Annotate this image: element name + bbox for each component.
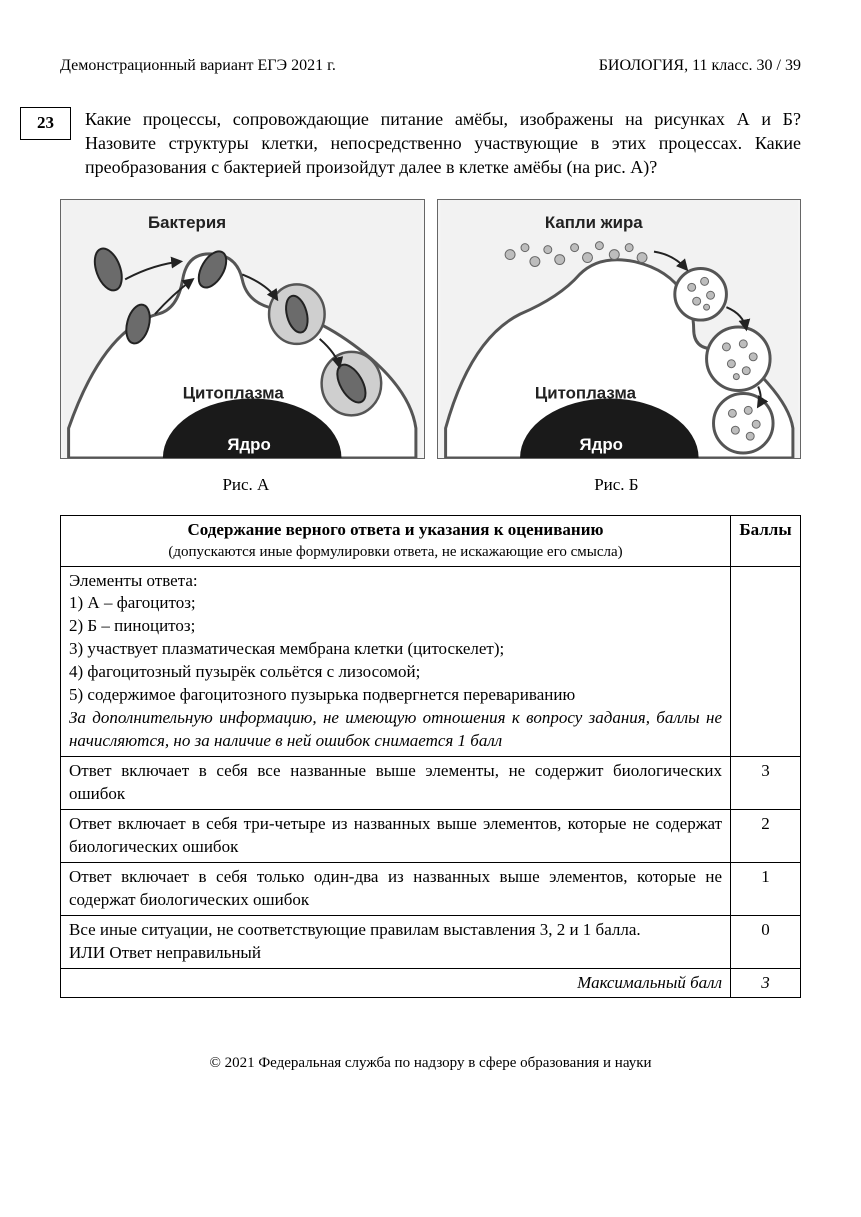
rubric-max-label: Максимальный балл xyxy=(61,968,731,998)
caption-a: Рис. А xyxy=(222,474,269,497)
rubric-row-3-text: Все иные ситуации, не соответствующие пр… xyxy=(61,915,731,968)
answer-item-2: 2) Б – пиноцитоз; xyxy=(69,615,722,638)
rubric-table: Содержание верного ответа и указания к о… xyxy=(60,515,801,998)
figure-captions: Рис. А Рис. Б xyxy=(60,474,801,497)
figure-a-svg: Ядро Цитоплазма Бактерия xyxy=(60,199,425,459)
rubric-row-1-text: Ответ включает в себя три-четыре из назв… xyxy=(61,809,731,862)
page-footer: © 2021 Федеральная служба по надзору в с… xyxy=(60,1053,801,1073)
answer-item-5: 5) содержимое фагоцитозного пузырька под… xyxy=(69,684,722,707)
rubric-row-0-score: 3 xyxy=(731,757,801,810)
caption-b: Рис. Б xyxy=(594,474,638,497)
rubric-row-2-score: 1 xyxy=(731,862,801,915)
question-text: Какие процессы, сопровождающие питание а… xyxy=(85,107,801,180)
page-header: Демонстрационный вариант ЕГЭ 2021 г. БИО… xyxy=(60,55,801,77)
rubric-row-0-text: Ответ включает в себя все названные выше… xyxy=(61,757,731,810)
figure-a: Ядро Цитоплазма Бактерия xyxy=(60,199,425,466)
answer-item-1: 1) А – фагоцитоз; xyxy=(69,592,722,615)
header-right: БИОЛОГИЯ, 11 класс. 30 / 39 xyxy=(599,55,801,77)
rubric-header-sub: (допускаются иные формулировки ответа, н… xyxy=(69,542,722,562)
rubric-row-2-text: Ответ включает в себя только один-два из… xyxy=(61,862,731,915)
rubric-row-1-score: 2 xyxy=(731,809,801,862)
rubric-answer-score xyxy=(731,566,801,757)
rubric-answer-cell: Элементы ответа: 1) А – фагоцитоз; 2) Б … xyxy=(61,566,731,757)
header-left: Демонстрационный вариант ЕГЭ 2021 г. xyxy=(60,55,336,77)
figure-b-svg: Ядро Цитоплазма Капли жира xyxy=(437,199,802,459)
fig-a-bacteria-label: Бактерия xyxy=(148,213,226,232)
fig-a-cytoplasm-label: Цитоплазма xyxy=(183,384,285,403)
answer-note: За дополнительную информацию, не имеющую… xyxy=(69,707,722,753)
fig-b-fat-label: Капли жира xyxy=(544,213,642,232)
figures-container: Ядро Цитоплазма Бактерия xyxy=(60,199,801,466)
rubric-max-score: 3 xyxy=(731,968,801,998)
question-block: 23 Какие процессы, сопровождающие питани… xyxy=(60,107,801,180)
rubric-score-header: Баллы xyxy=(731,516,801,566)
rubric-row-3-score: 0 xyxy=(731,915,801,968)
rubric-header-cell: Содержание верного ответа и указания к о… xyxy=(61,516,731,566)
fig-b-cytoplasm-label: Цитоплазма xyxy=(534,384,636,403)
rubric-header-title: Содержание верного ответа и указания к о… xyxy=(69,519,722,542)
answer-item-3: 3) участвует плазматическая мембрана кле… xyxy=(69,638,722,661)
figure-b: Ядро Цитоплазма Капли жира xyxy=(437,199,802,466)
fig-b-nucleus-label: Ядро xyxy=(579,436,622,455)
answer-intro: Элементы ответа: xyxy=(69,570,722,593)
fig-a-nucleus-label: Ядро xyxy=(227,436,270,455)
question-number-box: 23 xyxy=(20,107,71,140)
answer-item-4: 4) фагоцитозный пузырёк сольётся с лизос… xyxy=(69,661,722,684)
